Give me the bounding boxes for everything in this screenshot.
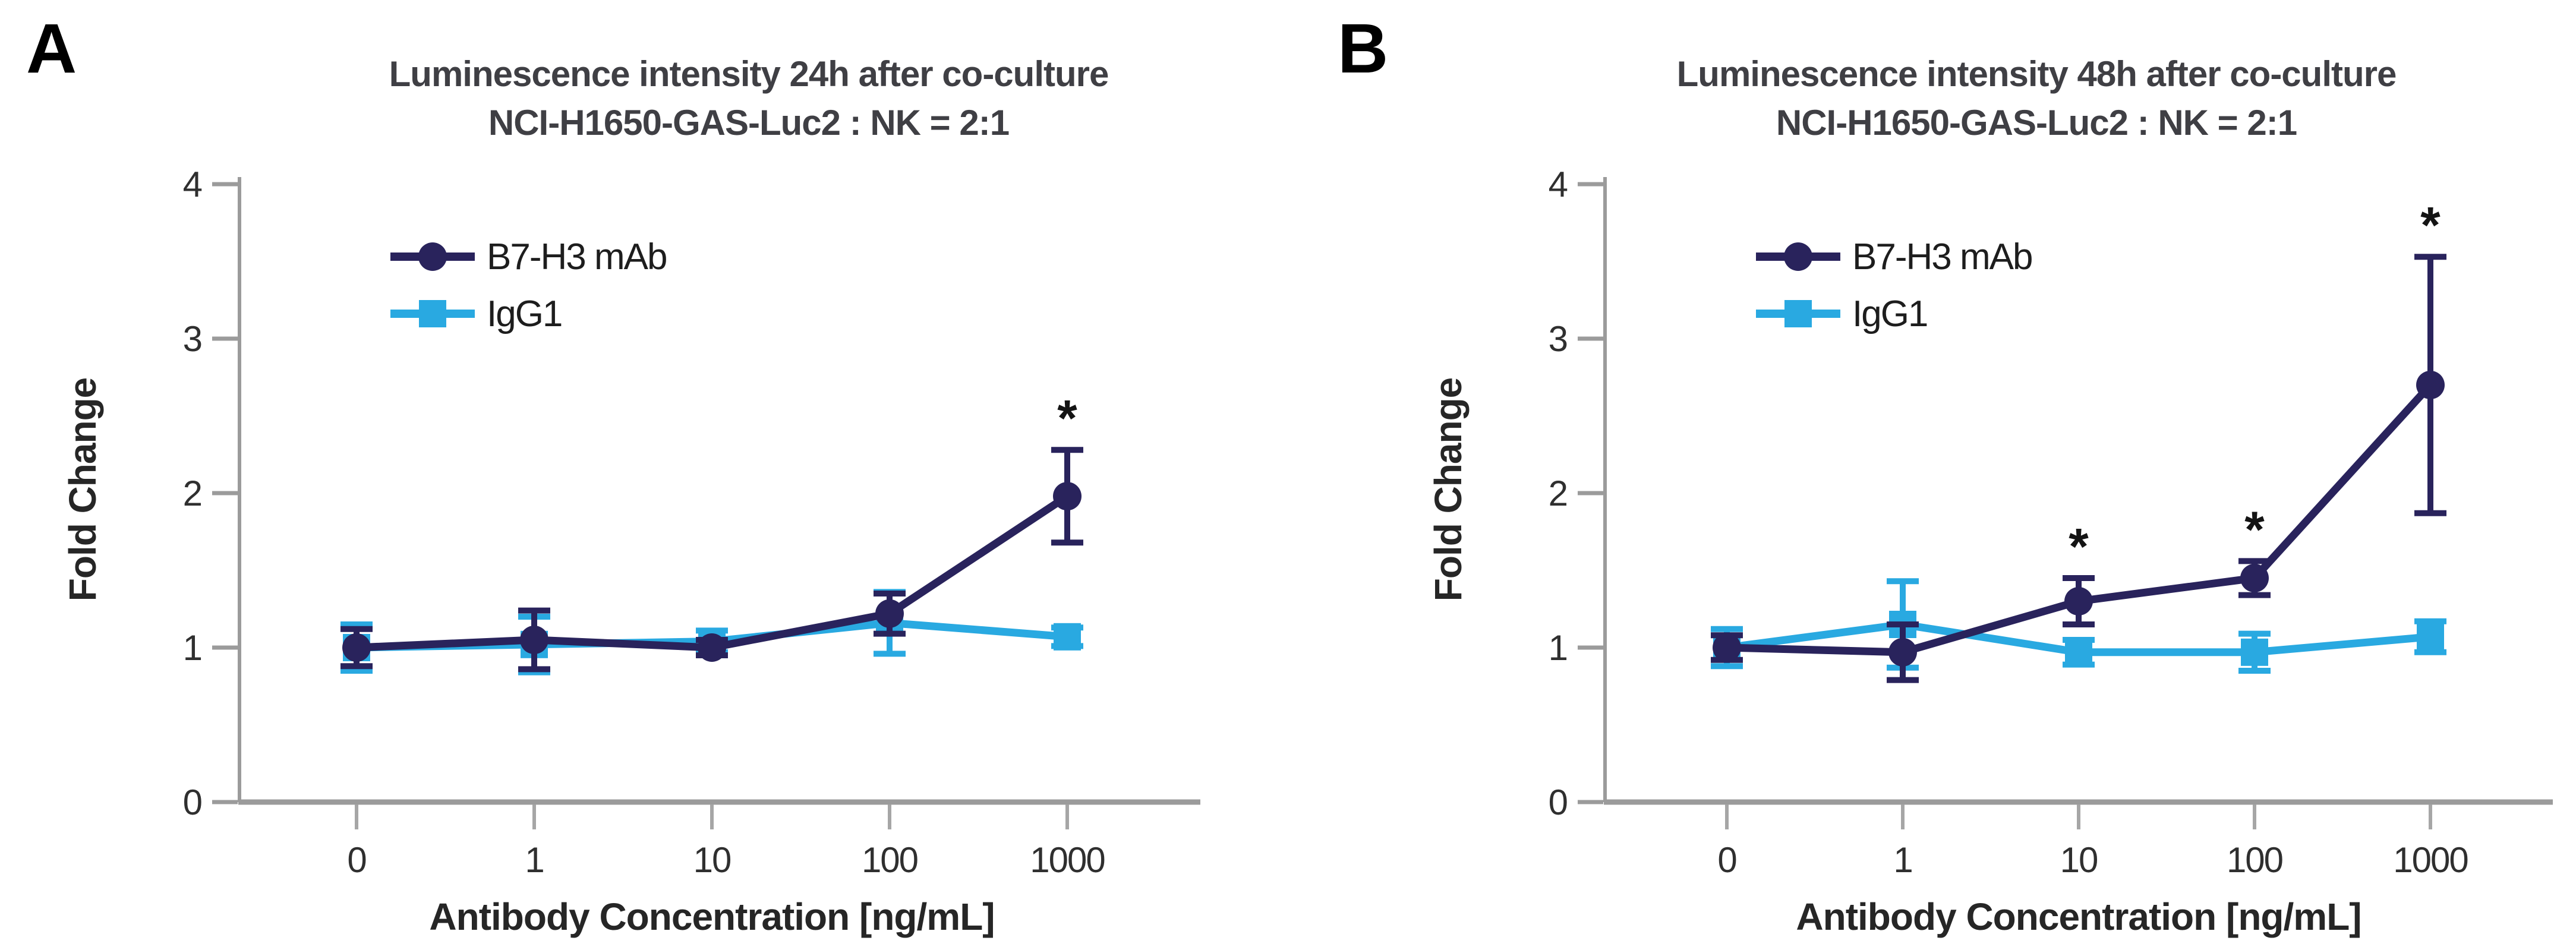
y-tick-label: 4 (1549, 165, 1568, 204)
igg1-data-point (1054, 623, 1081, 651)
y-tick-label: 2 (183, 474, 201, 513)
y-tick-label: 3 (183, 319, 201, 359)
legend: B7-H3 mAb IgG1 (1754, 228, 2033, 342)
x-tick-label: 1 (525, 840, 543, 880)
chart-title: Luminescence intensity 24h after co-cult… (389, 54, 1109, 94)
x-tick-label: 1000 (1030, 840, 1105, 880)
x-tick-label: 10 (693, 840, 731, 880)
igg1-square-marker-icon (1756, 300, 1840, 327)
y-tick-label: 0 (183, 782, 202, 822)
chart-subtitle: NCI-H1650-GAS-Luc2 : NK = 2:1 (488, 103, 1010, 143)
chart-subtitle: NCI-H1650-GAS-Luc2 : NK = 2:1 (1776, 103, 2297, 143)
significance-star: * (1057, 390, 1077, 447)
b7h3-data-point (1888, 637, 1917, 667)
legend-label-b7h3: B7-H3 mAb (1852, 236, 2033, 277)
legend-label-igg1: IgG1 (487, 293, 563, 334)
significance-star: * (2069, 518, 2089, 575)
x-tick-label: 100 (2227, 840, 2283, 880)
x-axis-label: Antibody Concentration [ng/mL] (429, 895, 994, 938)
igg1-data-point (2241, 638, 2268, 666)
plot-area-b: 0 1 2 3 4 0 1 10 100 1000 Antibody Concentration [… (1427, 165, 2553, 938)
legend-item-b7h3: B7-H3 mAb (1754, 228, 2033, 285)
b7h3-data-point (1053, 482, 1082, 511)
chart-header-a: Luminescence intensity 24h after co-cult… (261, 50, 1236, 147)
b7h3-data-point (342, 633, 371, 662)
legend-label-b7h3: B7-H3 mAb (487, 236, 667, 277)
legend: B7-H3 mAb IgG1 (388, 228, 667, 342)
x-axis-label: Antibody Concentration [ng/mL] (1796, 895, 2361, 938)
y-tick-label: 2 (1549, 474, 1567, 513)
b7h3-data-point (698, 633, 726, 662)
b7h3-data-point (2240, 564, 2269, 592)
significance-star: * (2244, 501, 2265, 558)
y-tick-label: 4 (183, 165, 202, 204)
b7h3-circle-marker-icon (390, 242, 475, 271)
b7h3-data-point (875, 599, 904, 628)
panel-label-b: B (1338, 10, 1388, 88)
y-tick-label: 0 (1549, 782, 1568, 822)
igg1-data-point (2417, 623, 2444, 651)
legend-label-igg1: IgG1 (1852, 293, 1928, 334)
chart-header-b: Luminescence intensity 48h after co-cult… (1549, 50, 2524, 147)
x-tick-label: 1 (1893, 840, 1912, 880)
b7h3-data-point (2416, 371, 2445, 399)
panel-a: A Luminescence intensity 24h after co-cu… (26, 10, 1236, 938)
x-tick-label: 10 (2060, 840, 2098, 880)
y-tick-label: 1 (1549, 628, 1567, 668)
b7h3-data-point (1713, 633, 1741, 662)
significance-star: * (2420, 197, 2441, 254)
legend-item-igg1: IgG1 (388, 285, 666, 342)
legend-item-b7h3: B7-H3 mAb (388, 228, 667, 285)
x-tick-label: 1000 (2393, 840, 2468, 880)
legend-item-igg1: IgG1 (1754, 285, 2032, 342)
b7h3-data-point (520, 626, 548, 654)
b7h3-data-point (2064, 587, 2093, 616)
panel-label-a: A (26, 10, 77, 88)
plot-area-a: 0 1 2 3 4 0 1 10 100 1000 Antibody Concentration [… (61, 165, 1200, 938)
x-tick-label: 0 (347, 840, 366, 880)
x-tick-label: 0 (1717, 840, 1736, 880)
y-axis-label: Fold Change (61, 378, 104, 602)
y-tick-label: 1 (183, 628, 201, 668)
y-tick-label: 3 (1549, 319, 1567, 359)
x-tick-label: 100 (862, 840, 918, 880)
b7h3-circle-marker-icon (1756, 242, 1840, 271)
y-axis-label: Fold Change (1427, 378, 1470, 602)
panel-b: B Luminescence intensity 48h after co-cu… (1288, 0, 2575, 950)
igg1-data-point (2065, 638, 2092, 666)
chart-title: Luminescence intensity 48h after co-cult… (1676, 54, 2397, 94)
igg1-square-marker-icon (390, 300, 475, 327)
